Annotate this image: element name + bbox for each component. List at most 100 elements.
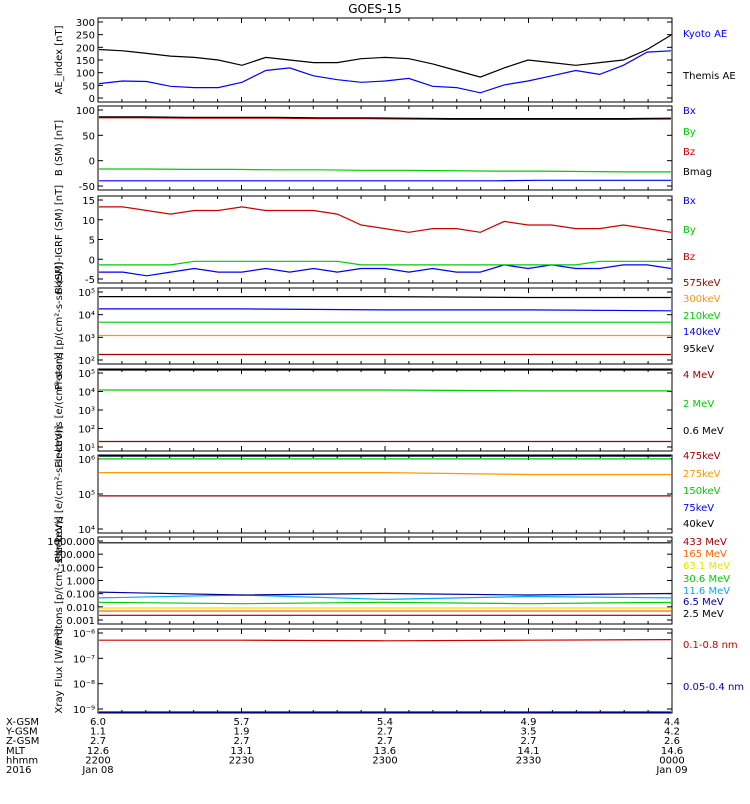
legend-entry: 2.5 MeV — [683, 609, 724, 620]
y-axis-label: B (SM) [nT] — [54, 120, 65, 176]
y-axis-label: AE_index [nT] — [54, 25, 65, 94]
legend-entry: 4 MeV — [683, 370, 714, 381]
axis-row-value: 2.6 — [664, 736, 680, 747]
axis-row-label: 2016 — [6, 765, 31, 776]
legend-entry: Bx — [683, 196, 696, 207]
axis-row-value: 0000 — [659, 755, 684, 766]
legend-entry: 0.6 MeV — [683, 426, 724, 437]
panel-frame — [97, 287, 673, 365]
y-tick-label: 200 — [76, 43, 95, 54]
axis-row-value: 4.9 — [521, 717, 537, 728]
legend-entry: 2 MeV — [683, 399, 714, 410]
axis-row-value: 2200 — [85, 755, 110, 766]
y-tick-label: 0 — [89, 157, 95, 168]
y-tick-label: 10⁴ — [78, 525, 95, 536]
axis-row-value: 12.6 — [87, 746, 109, 757]
legend-entry: 575keV — [683, 278, 721, 289]
y-tick-label: 0.100 — [66, 590, 95, 601]
y-tick-label: 10³ — [78, 333, 95, 344]
legend-entry: 275keV — [683, 469, 721, 480]
y-tick-label: 10² — [78, 425, 95, 436]
panel-8: 10⁻⁶ 10⁻⁷ 10⁻⁸ 10⁻⁹ Xray Flux [W/m²] 0.1-0.8 … — [54, 628, 744, 716]
legend-entry: Bz — [683, 252, 695, 263]
y-tick-label: 50 — [82, 81, 95, 92]
panel-2: 100 50 0 -50 B (SM) [nT] Bx By Bz Bmag — [54, 105, 712, 193]
axis-row-value: 2.7 — [521, 736, 537, 747]
series-line — [98, 50, 672, 94]
axis-row-value: 2.7 — [90, 736, 106, 747]
legend-entry: 300keV — [683, 294, 721, 305]
y-tick-label: 10¹ — [78, 443, 95, 454]
axis-row-label: Y-GSM — [5, 727, 38, 738]
series-line — [99, 206, 672, 233]
series-line — [98, 34, 672, 78]
legend-entry: 433 MeV — [683, 537, 727, 548]
legend-entry: 140keV — [683, 327, 721, 338]
legend-entry: 165 MeV — [683, 549, 727, 560]
y-axis-label: B (SM)-IGRF (SM) [nT] — [54, 185, 65, 294]
legend-entry: Bmag — [683, 167, 712, 178]
y-tick-label: 0.010 — [66, 603, 95, 614]
y-tick-label: 10⁵ — [78, 490, 95, 501]
legend-entry: Kyoto AE — [683, 29, 727, 40]
y-tick-label: 5 — [89, 236, 95, 247]
y-axis-label: Electrons [e/(cm²-s-sr-keV)] — [54, 425, 65, 562]
axis-row-value: 5.4 — [377, 717, 393, 728]
axis-row-value: 13.1 — [230, 746, 252, 757]
legend-entry: 63.1 MeV — [683, 561, 730, 572]
chart-title: GOES-15 — [348, 2, 402, 16]
panel-frame — [97, 454, 673, 534]
axis-row-value: 4.4 — [664, 717, 680, 728]
panel-3: 15 10 5 0 -5 B (SM)-IGRF (SM) [nT] Bx By Bz — [54, 185, 696, 294]
y-tick-label: 1.000 — [66, 577, 95, 588]
axis-row-value: 2300 — [372, 755, 397, 766]
y-tick-label: 1000.000 — [47, 537, 95, 548]
series-line — [99, 389, 671, 392]
axis-row-value: 3.5 — [521, 727, 537, 738]
y-tick-label: 10⁻⁶ — [73, 629, 95, 640]
axis-row-value: 5.7 — [234, 717, 250, 728]
legend-entry: 210keV — [683, 311, 721, 322]
y-tick-label: 100 — [76, 69, 95, 80]
y-tick-label: 100.000 — [54, 550, 95, 561]
axis-row-value: 6.0 — [90, 717, 106, 728]
axis-row-label: X-GSM — [6, 717, 39, 728]
panel-frame — [97, 368, 673, 452]
axis-row-value: Jan 09 — [655, 765, 687, 776]
axis-row-value: 1.1 — [90, 727, 106, 738]
legend-entry: By — [683, 127, 696, 138]
y-tick-label: 10⁻⁷ — [73, 654, 95, 665]
legend-entry: 475keV — [683, 451, 721, 462]
axis-row-label: Z-GSM — [6, 736, 39, 747]
legend-entry: 40keV — [683, 519, 714, 530]
legend-entry: 6.5 MeV — [683, 597, 724, 608]
axis-row-value: Jan 08 — [81, 765, 113, 776]
y-tick-label: 10⁻⁸ — [73, 680, 95, 691]
axis-row-label: hhmm — [6, 755, 38, 766]
y-tick-label: 250 — [76, 31, 95, 42]
legend-entry: 0.05-0.4 nm — [683, 682, 744, 693]
series-line — [99, 308, 672, 312]
panel-6: 10⁶ 10⁵ 10⁴ Electrons [e/(cm²-s-sr-keV)] 475… — [54, 425, 721, 562]
y-tick-label: 10⁴ — [78, 388, 95, 399]
series-line — [99, 168, 671, 173]
axis-row-value: 2.7 — [377, 736, 393, 747]
legend-entry: By — [683, 225, 696, 236]
series-line — [98, 591, 672, 596]
series-line — [99, 296, 671, 299]
panel-5: 10⁵ 10⁴ 10³ 10² 10¹ Electrons [e/(cm²-s-sr)] 4… — [54, 352, 724, 468]
panel-4: 10⁵ 10⁴ 10³ 10² Protons [p/(cm²-s-sr-keV)] 57… — [54, 262, 721, 390]
y-tick-label: 0 — [89, 94, 95, 105]
panel-7: 1000.000 100.000 10.000 1.000 0.100 0.010 0.00… — [47, 516, 730, 644]
axis-row-value: 2230 — [229, 755, 254, 766]
y-tick-label: 10⁻⁹ — [73, 705, 95, 716]
y-tick-label: -50 — [79, 182, 95, 193]
y-tick-label: 10² — [78, 356, 95, 367]
y-tick-label: 10⁵ — [78, 369, 95, 380]
y-axis-label: Xray Flux [W/m²] — [54, 628, 65, 713]
y-tick-label: 100 — [76, 106, 95, 117]
y-axis-label: Protons [p/(cm²-s-sr-keV)] — [54, 262, 65, 390]
